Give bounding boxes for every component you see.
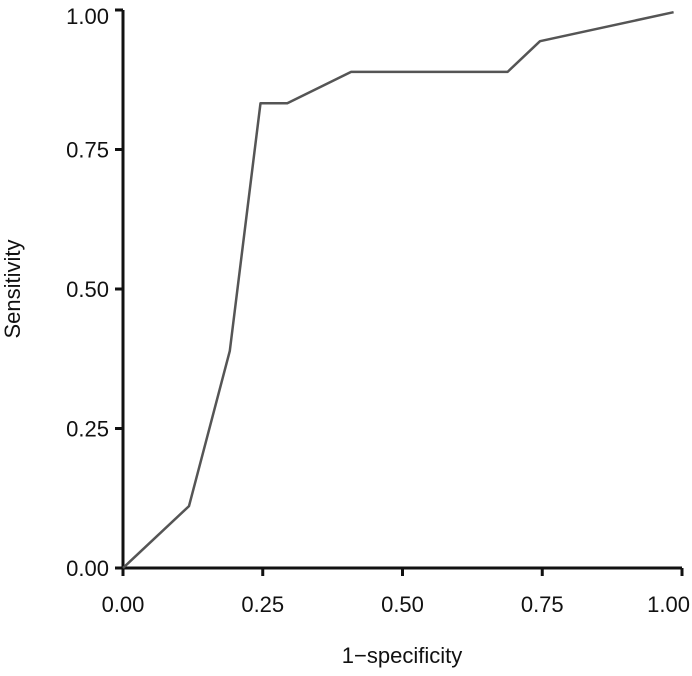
y-tick-label: 0.00 [66, 556, 109, 581]
x-tick-label: 0.00 [102, 592, 145, 617]
ticks: 0.00 0.25 0.50 0.75 1.00 0.00 0.25 0.50 0.75 1.00 [66, 4, 690, 617]
x-tick-label: 0.75 [521, 592, 564, 617]
x-tick-label: 0.50 [381, 592, 424, 617]
y-axis-title: Sensitivity [0, 239, 25, 338]
x-tick-label: 0.25 [241, 592, 284, 617]
roc-curve-line [122, 10, 674, 569]
y-tick-label: 0.75 [66, 138, 109, 163]
axes [121, 10, 682, 570]
y-tick-label: 0.50 [66, 277, 109, 302]
x-tick-label: 1.00 [647, 592, 690, 617]
y-tick-label: 0.25 [66, 417, 109, 442]
y-tick-label: 1.00 [66, 4, 109, 29]
x-axis-title: 1−specificity [342, 643, 462, 668]
series-layer [122, 10, 674, 569]
